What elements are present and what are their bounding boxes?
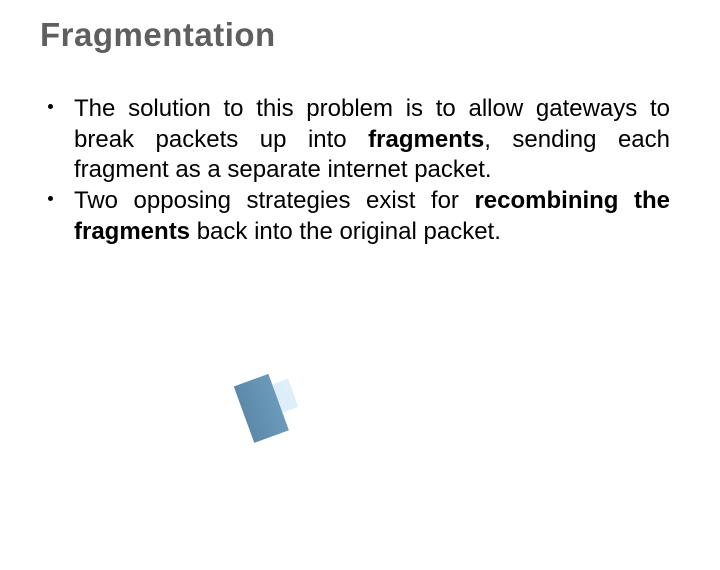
swoosh-white-icon <box>0 329 261 570</box>
bullet-marker-icon <box>48 104 53 109</box>
bullet-text: Two opposing strategies exist for recomb… <box>74 187 670 245</box>
slide-content: The solution to this problem is to allow… <box>40 94 680 248</box>
text-segment: back into the original packet. <box>190 218 501 245</box>
bullet-marker-icon <box>48 196 53 201</box>
text-segment: Two opposing strategies exist for <box>74 187 474 214</box>
bullet-text: The solution to this problem is to allow… <box>74 95 670 183</box>
slide-container: Fragmentation The solution to this probl… <box>0 0 720 540</box>
slide-title: Fragmentation <box>40 16 680 54</box>
bullet-item: Two opposing strategies exist for recomb… <box>68 186 670 247</box>
bullet-item: The solution to this problem is to allow… <box>68 94 670 186</box>
text-segment-bold: fragments <box>368 126 484 153</box>
